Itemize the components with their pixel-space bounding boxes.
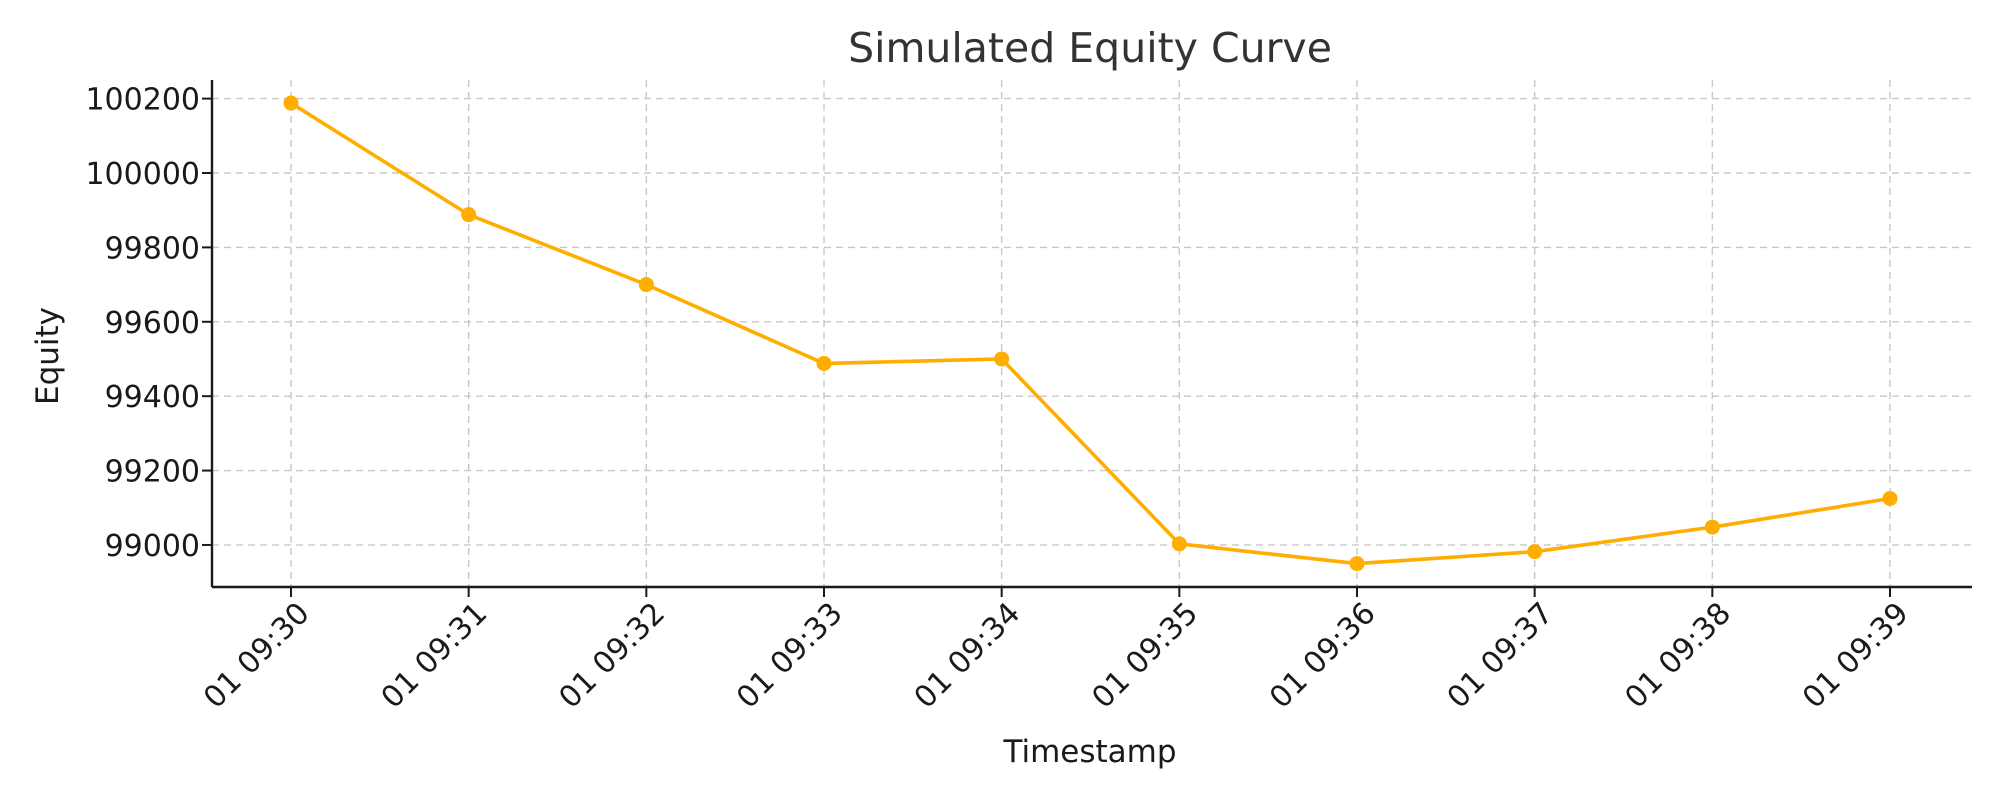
x-tick-label: 01 09:37 — [1441, 596, 1561, 716]
y-tick-label: 100200 — [85, 83, 200, 118]
y-tick-label: 99200 — [105, 455, 200, 490]
y-tick-label: 99000 — [105, 529, 200, 564]
grid-layer — [212, 80, 1972, 587]
chart-title: Simulated Equity Curve — [848, 24, 1332, 72]
y-tick-label: 100000 — [85, 157, 200, 192]
data-point — [1882, 490, 1898, 506]
series-layer — [283, 95, 1898, 572]
data-point — [283, 95, 299, 111]
data-point — [1349, 556, 1365, 572]
data-point — [1527, 544, 1543, 560]
data-point — [1171, 536, 1187, 552]
y-tick-label: 99800 — [105, 231, 200, 266]
axes-layer — [202, 80, 1972, 597]
data-point — [1704, 519, 1720, 535]
x-tick-label: 01 09:30 — [197, 596, 317, 716]
data-point — [994, 351, 1010, 367]
equity-series-line — [289, 101, 1892, 566]
x-tick-label: 01 09:36 — [1263, 596, 1383, 716]
x-tick-label: 01 09:33 — [730, 596, 850, 716]
data-point — [461, 207, 477, 223]
y-tick-label: 99400 — [105, 380, 200, 415]
x-axis-label: Timestamp — [1002, 734, 1176, 770]
x-tick-label: 01 09:32 — [552, 596, 672, 716]
y-tick-label: 99600 — [105, 306, 200, 341]
data-point — [816, 355, 832, 371]
labels-layer: 99000 99200 99400 99600 99800 100000 100200 01 … — [85, 83, 1915, 716]
x-tick-label: 01 09:35 — [1085, 596, 1205, 716]
x-tick-label: 01 09:38 — [1618, 596, 1738, 716]
x-tick-label: 01 09:39 — [1796, 596, 1916, 716]
x-tick-label: 01 09:34 — [908, 596, 1028, 716]
data-point — [638, 277, 654, 293]
x-tick-label: 01 09:31 — [375, 596, 495, 716]
y-axis-label: Equity — [30, 307, 66, 405]
